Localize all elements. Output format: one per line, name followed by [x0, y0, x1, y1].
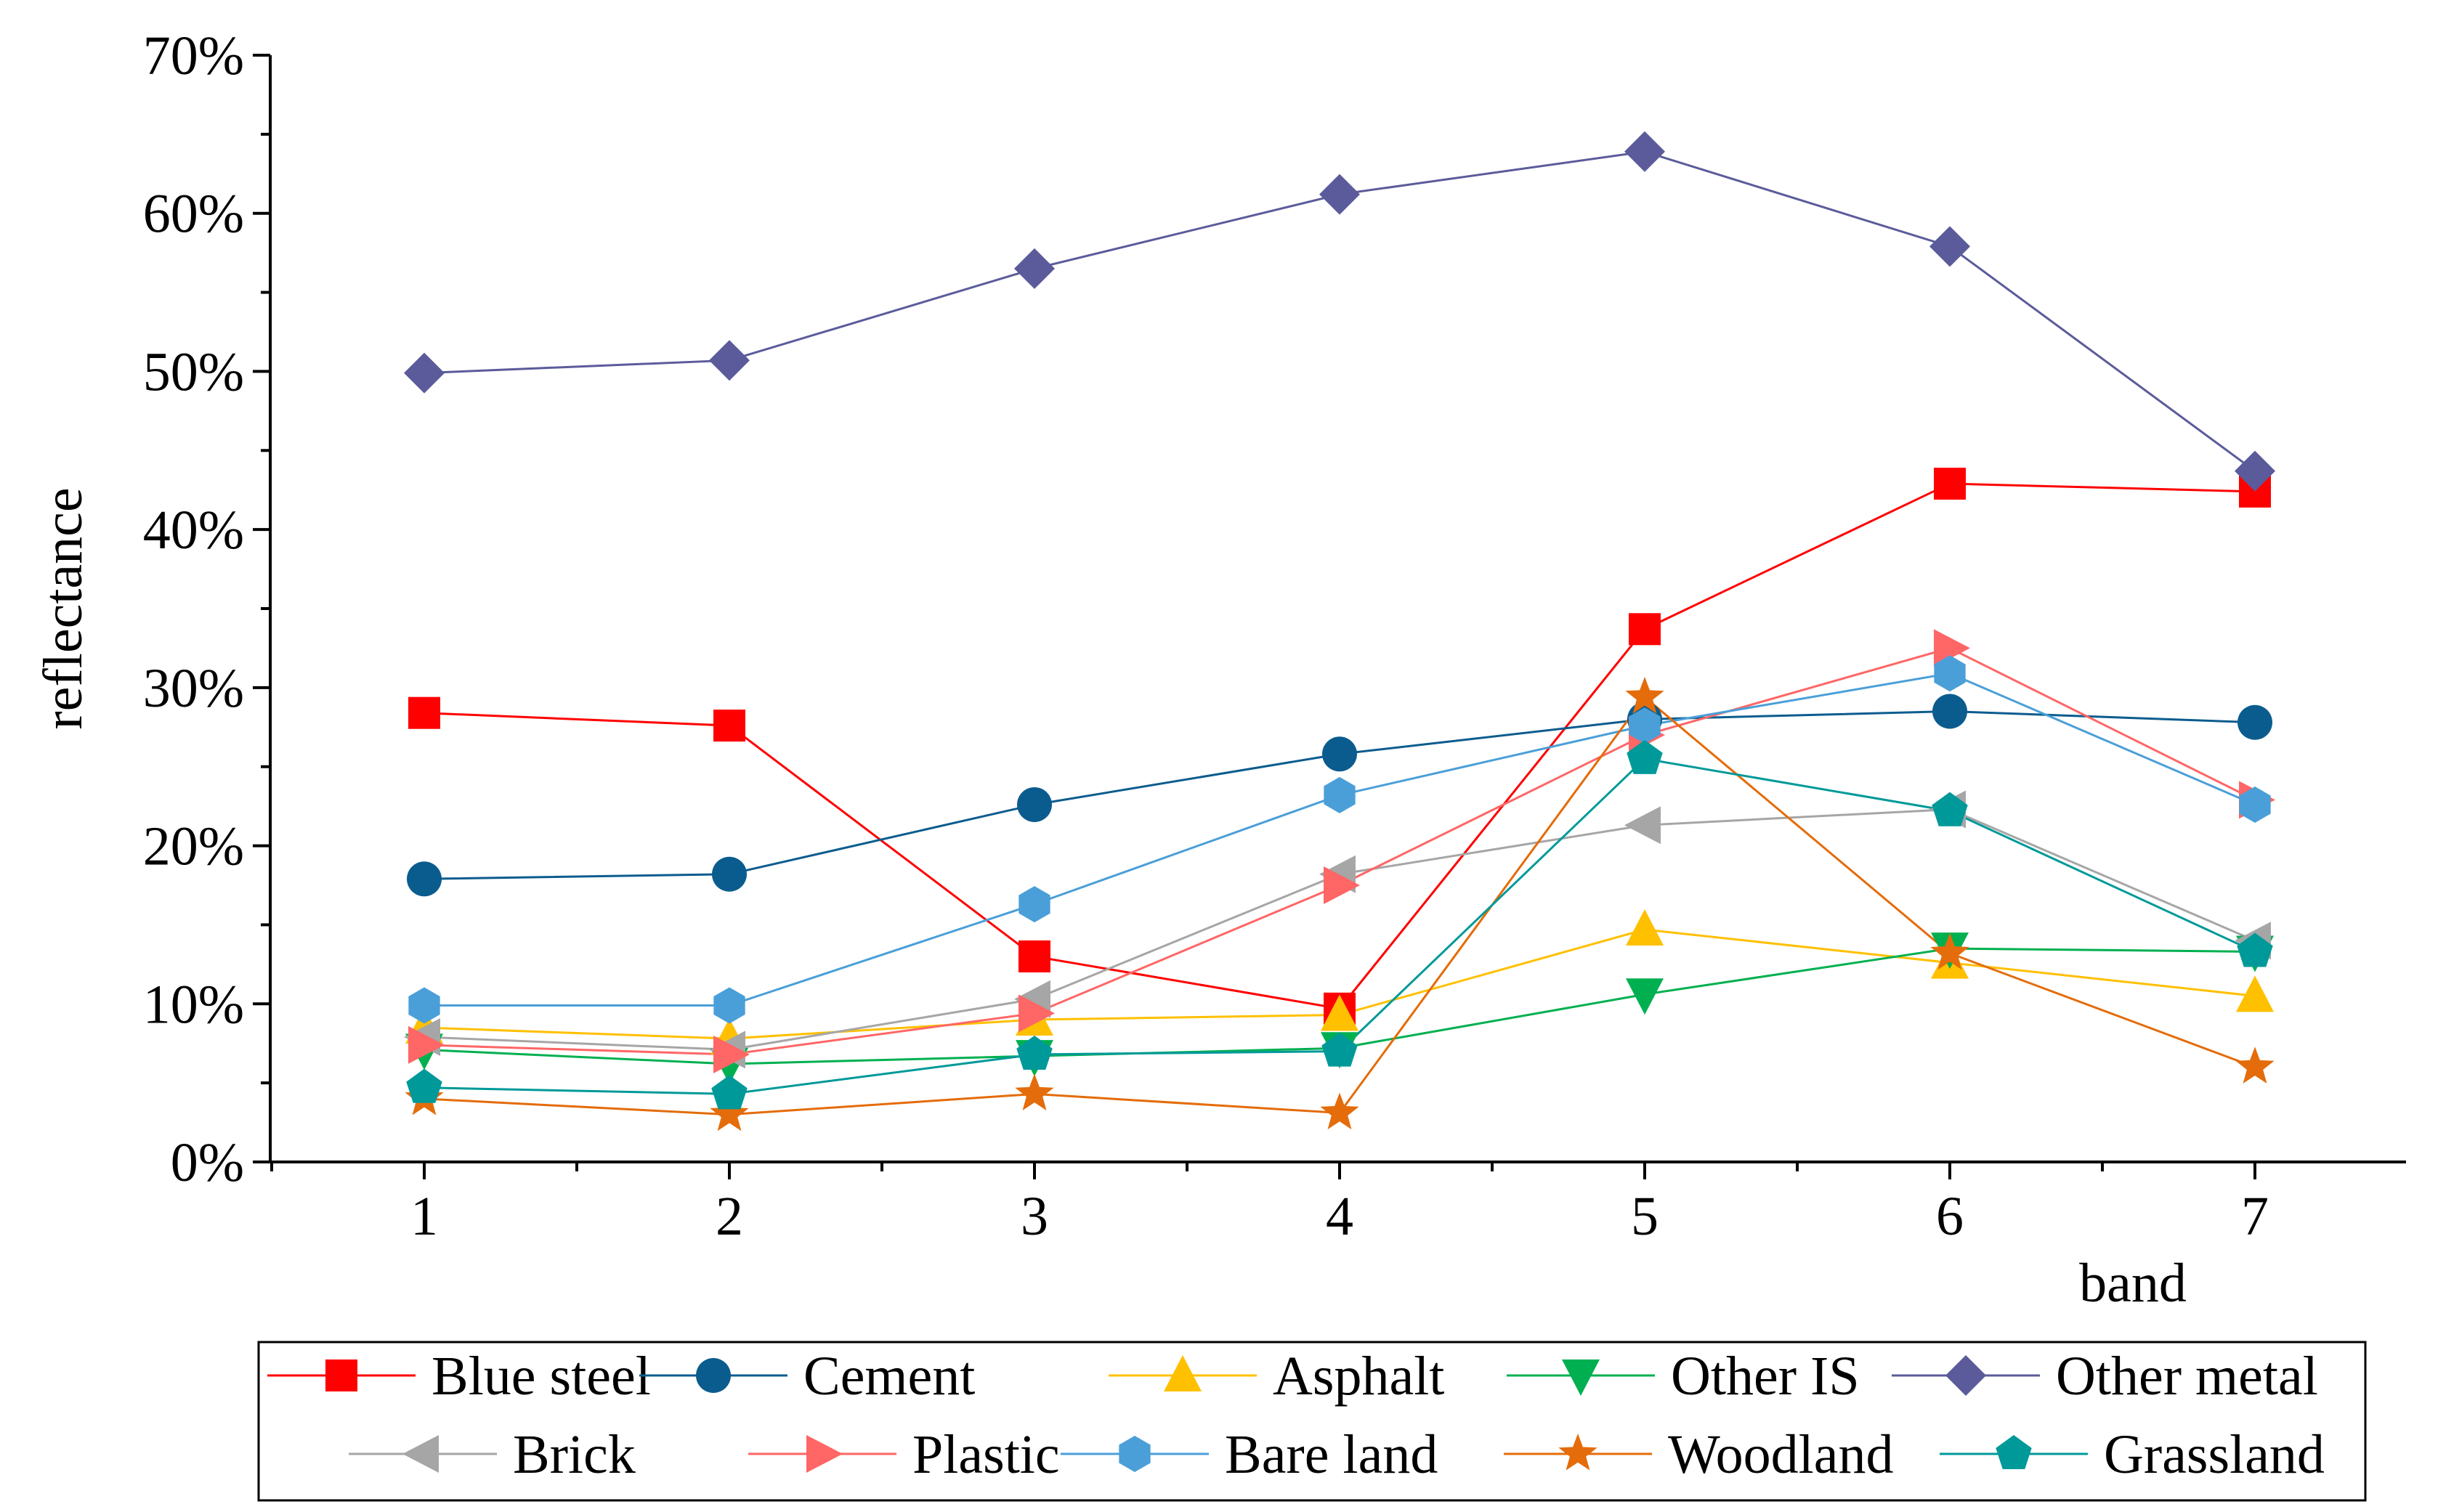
x-tick-label: 6 — [1936, 1186, 1964, 1247]
y-tick-label: 70% — [143, 25, 244, 86]
legend-marker-grassland — [1996, 1435, 2032, 1470]
data-point-other-metal — [2235, 450, 2275, 492]
data-point-other-metal — [1929, 226, 1970, 267]
x-tick-label: 2 — [716, 1186, 743, 1247]
legend-label-grassland: Grassland — [2104, 1424, 2325, 1485]
data-point-other-metal — [1319, 174, 1360, 215]
legend-label-bare-land: Bare land — [1225, 1424, 1438, 1485]
data-point-woodland — [2235, 1046, 2275, 1084]
data-point-plastic — [713, 1035, 750, 1073]
x-tick-label: 5 — [1631, 1186, 1659, 1247]
legend-marker-bare-land — [1119, 1436, 1151, 1472]
data-point-brick — [1624, 806, 1661, 845]
data-point-blue-steel — [1018, 940, 1050, 972]
x-tick-label: 4 — [1326, 1186, 1353, 1247]
x-tick-label: 7 — [2241, 1186, 2269, 1247]
data-point-grassland — [1016, 1035, 1053, 1070]
legend-label-woodland: Woodland — [1668, 1424, 1894, 1485]
data-point-blue-steel — [713, 710, 745, 742]
y-tick-label: 0% — [171, 1132, 244, 1193]
y-tick-label: 10% — [143, 974, 244, 1035]
legend-label-plastic: Plastic — [912, 1424, 1060, 1485]
data-point-grassland — [1321, 1032, 1358, 1067]
data-point-cement — [2237, 704, 2272, 740]
y-tick-label: 60% — [143, 184, 244, 245]
legend-marker-cement — [696, 1358, 731, 1393]
data-point-grassland — [2237, 932, 2273, 967]
data-point-cement — [1932, 694, 1967, 729]
data-point-grassland — [1932, 792, 1968, 826]
legend-marker-woodland — [1558, 1434, 1597, 1471]
legend-label-blue-steel: Blue steel — [432, 1346, 651, 1407]
data-point-asphalt — [1321, 994, 1358, 1031]
legend-marker-asphalt — [1164, 1355, 1202, 1391]
series-line-bare-land — [424, 672, 2256, 1007]
data-point-woodland — [1320, 1092, 1359, 1130]
y-tick-label: 20% — [143, 816, 244, 877]
data-point-bare-land — [713, 987, 745, 1024]
legend-label-asphalt: Asphalt — [1273, 1346, 1444, 1407]
x-tick-label: 1 — [410, 1186, 438, 1247]
data-point-cement — [712, 856, 747, 892]
data-point-bare-land — [1324, 776, 1356, 813]
y-tick-label: 30% — [143, 658, 244, 719]
data-point-plastic — [1934, 629, 1970, 667]
data-point-plastic — [408, 1025, 445, 1064]
x-axis-title: band — [2079, 1253, 2187, 1314]
data-point-other-metal — [404, 352, 445, 394]
legend-marker-other-is — [1562, 1359, 1600, 1396]
legend-label-cement: Cement — [803, 1346, 975, 1407]
legend-box — [257, 1341, 2367, 1502]
data-point-plastic — [1018, 994, 1055, 1033]
data-point-cement — [1017, 787, 1052, 822]
data-point-cement — [407, 861, 442, 897]
y-axis-title: reflectance — [33, 487, 94, 729]
data-point-other-metal — [1014, 248, 1055, 289]
legend-label-other-metal: Other metal — [2056, 1346, 2318, 1407]
legend-marker-blue-steel — [325, 1359, 357, 1391]
data-point-grassland — [1627, 739, 1663, 774]
legend: Blue steel Cement Asphalt Other IS Other met… — [257, 1341, 2367, 1502]
data-point-grassland — [711, 1075, 748, 1110]
data-point-woodland — [1625, 676, 1664, 714]
y-tick-label: 50% — [143, 341, 244, 402]
x-tick-label: 3 — [1021, 1186, 1048, 1247]
legend-label-brick: Brick — [513, 1424, 636, 1485]
data-point-blue-steel — [408, 696, 440, 729]
data-point-other-is — [1626, 978, 1664, 1015]
data-point-woodland — [710, 1094, 749, 1131]
data-point-woodland — [1930, 932, 1969, 970]
data-point-bare-land — [2239, 786, 2271, 823]
y-tick-label: 40% — [143, 500, 244, 561]
data-point-bare-land — [1934, 655, 1966, 692]
data-point-woodland — [1015, 1073, 1054, 1111]
legend-label-other-is: Other IS — [1671, 1346, 1860, 1407]
data-point-other-metal — [709, 340, 750, 381]
data-point-grassland — [406, 1068, 442, 1103]
legend-marker-plastic — [806, 1435, 843, 1473]
data-point-plastic — [1324, 866, 1360, 904]
data-point-bare-land — [1018, 886, 1050, 923]
data-point-blue-steel — [1934, 468, 1966, 500]
data-point-asphalt — [2236, 975, 2274, 1012]
legend-marker-brick — [402, 1435, 439, 1473]
data-point-cement — [1322, 736, 1357, 772]
legend-marker-other-metal — [1945, 1355, 1986, 1396]
axes: 0% 10% 20% 30% 40% 50% 60% 70% 1 2 3 4 5 6 7 band reflec… — [33, 25, 2406, 1314]
data-point-asphalt — [1626, 909, 1664, 946]
data-point-blue-steel — [1629, 613, 1661, 646]
data-point-bare-land — [1629, 707, 1661, 744]
data-point-other-metal — [1624, 131, 1665, 172]
plot-area — [404, 131, 2275, 1131]
data-point-bare-land — [408, 987, 440, 1024]
